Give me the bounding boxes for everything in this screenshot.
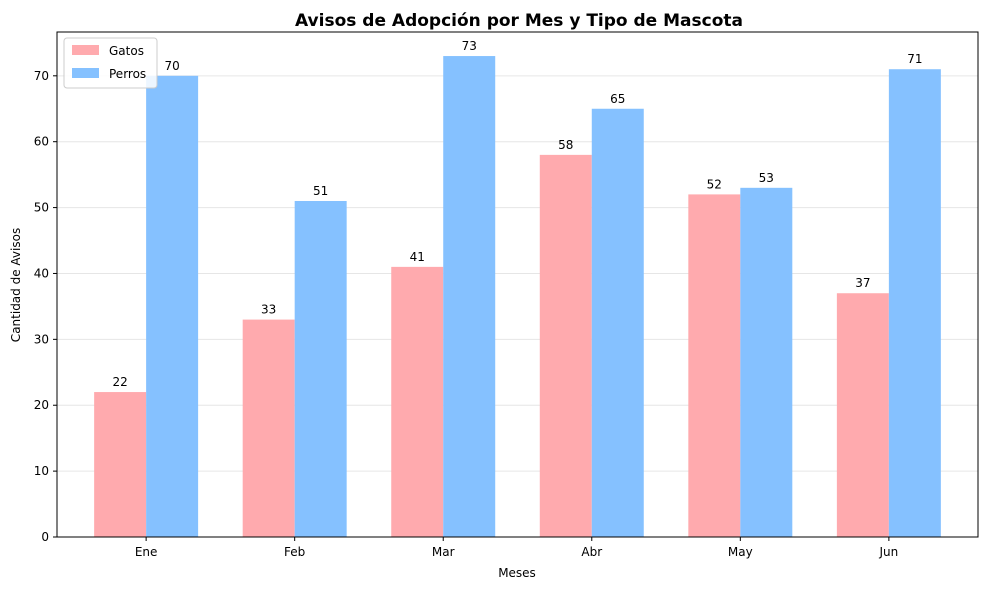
bar-gatos-jun: [836, 293, 889, 537]
bars: [94, 56, 941, 538]
y-tick-label: 60: [34, 135, 49, 149]
legend-swatch-gatos: [72, 45, 99, 55]
bar-perros-mar: [443, 56, 496, 538]
bar-gatos-mar: [391, 266, 444, 537]
data-label: 37: [855, 276, 870, 290]
y-tick-label: 30: [34, 332, 49, 346]
y-tick-label: 70: [34, 69, 49, 83]
x-tick-label: May: [728, 545, 753, 559]
data-label: 33: [261, 303, 276, 317]
y-axis-label: Cantidad de Avisos: [9, 228, 23, 342]
chart-title: Avisos de Adopción por Mes y Tipo de Mas…: [295, 11, 743, 31]
x-tick-label: Jun: [878, 545, 898, 559]
bar-gatos-ene: [94, 392, 147, 537]
data-label: 73: [462, 39, 477, 53]
y-axis: 0 10 20 30 40 50 60 70: [34, 69, 57, 544]
legend: Gatos Perros: [63, 37, 158, 89]
x-axis-label: Meses: [498, 566, 536, 580]
bar-perros-jun: [888, 69, 941, 537]
y-tick-label: 20: [34, 398, 49, 412]
x-tick-label: Abr: [581, 545, 602, 559]
y-tick-label: 0: [41, 530, 49, 544]
data-labels: 22 33 41 58 52 37 70 51 73 65 53 71: [112, 39, 922, 389]
bar-perros-feb: [294, 200, 347, 537]
bar-gatos-abr: [539, 154, 592, 537]
legend-label-perros: Perros: [109, 67, 146, 81]
bar-perros-abr: [591, 108, 644, 537]
bar-perros-ene: [146, 75, 199, 538]
bar-gatos-feb: [242, 319, 295, 537]
data-label: 70: [164, 59, 179, 73]
x-tick-label: Ene: [135, 545, 158, 559]
bar-perros-may: [740, 187, 793, 537]
y-tick-label: 40: [34, 266, 49, 280]
data-label: 71: [907, 52, 922, 66]
y-tick-label: 50: [34, 201, 49, 215]
data-label: 52: [707, 177, 722, 191]
data-label: 65: [610, 92, 625, 106]
legend-label-gatos: Gatos: [109, 44, 144, 58]
x-axis: Ene Feb Mar Abr May Jun: [135, 537, 898, 559]
data-label: 53: [759, 171, 774, 185]
data-label: 51: [313, 184, 328, 198]
data-label: 22: [112, 375, 127, 389]
legend-swatch-perros: [72, 68, 99, 78]
x-tick-label: Mar: [432, 545, 455, 559]
data-label: 58: [558, 138, 573, 152]
y-tick-label: 10: [34, 464, 49, 478]
data-label: 41: [410, 250, 425, 264]
x-tick-label: Feb: [284, 545, 305, 559]
bar-gatos-may: [688, 194, 741, 537]
grid-lines: [57, 75, 978, 538]
plot-frame: [56, 31, 979, 538]
